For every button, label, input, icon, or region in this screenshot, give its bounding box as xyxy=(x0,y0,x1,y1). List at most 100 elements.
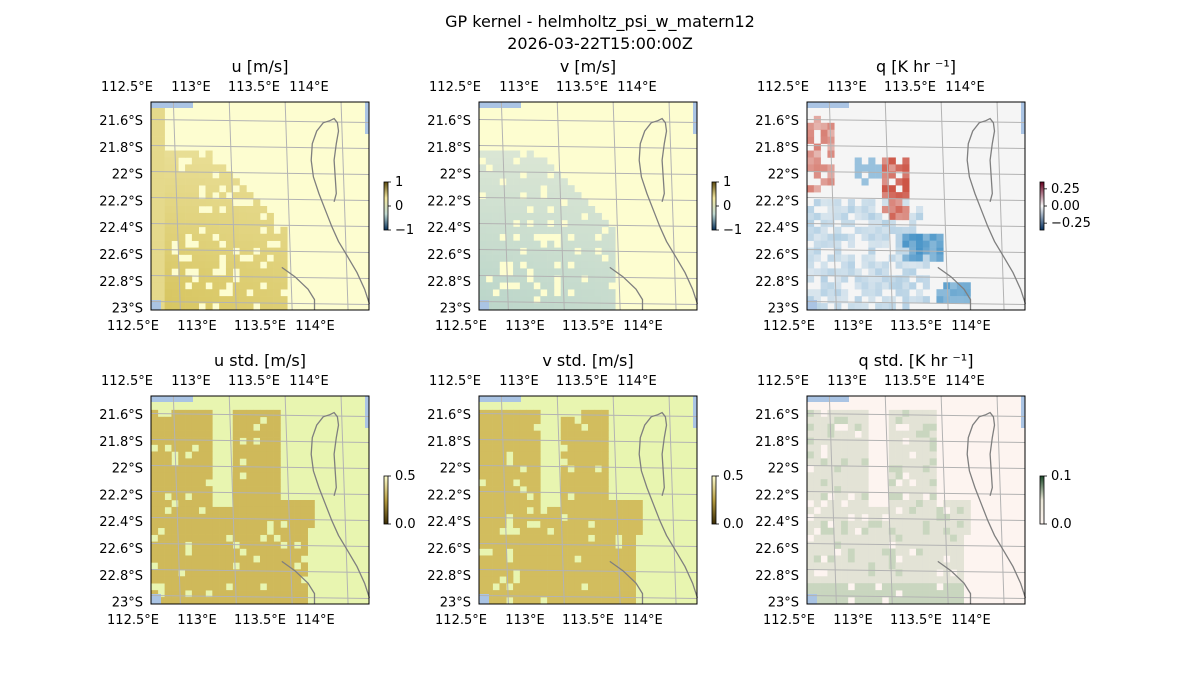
field-cell xyxy=(225,303,234,311)
field-cell xyxy=(533,206,541,214)
field-cell xyxy=(164,261,172,269)
field-cell xyxy=(560,506,568,515)
field-cell xyxy=(909,569,917,577)
field-cell xyxy=(888,185,896,193)
field-cell xyxy=(499,226,507,235)
field-cell xyxy=(936,597,944,605)
field-cell xyxy=(847,555,855,563)
field-cell xyxy=(485,583,493,591)
field-cell xyxy=(205,247,213,255)
field-cell xyxy=(861,548,869,556)
field-cell xyxy=(526,282,534,290)
field-cell xyxy=(191,576,199,584)
field-cell xyxy=(807,129,815,137)
field-cell xyxy=(151,472,159,480)
field-cell xyxy=(820,548,828,556)
meridian-line xyxy=(828,395,837,605)
field-cell xyxy=(287,513,295,522)
field-cell xyxy=(594,219,602,228)
field-cell xyxy=(171,261,179,269)
field-cell xyxy=(499,303,507,311)
parallel-line xyxy=(150,223,370,227)
field-cell xyxy=(847,576,855,584)
field-cell xyxy=(881,171,890,179)
field-cell xyxy=(212,520,220,529)
field-cell xyxy=(198,157,206,165)
field-cell xyxy=(273,444,281,452)
field-cell xyxy=(526,247,534,255)
field-cell xyxy=(492,254,500,262)
field-cell xyxy=(171,465,179,473)
field-cell xyxy=(191,486,199,494)
field-cell xyxy=(485,206,493,214)
field-cell xyxy=(164,206,172,214)
field-cell xyxy=(574,520,582,529)
field-cell xyxy=(547,282,555,290)
field-cell xyxy=(205,458,213,466)
field-cell xyxy=(581,268,589,276)
field-cell xyxy=(239,409,247,418)
field-cell xyxy=(519,534,527,542)
field-cell xyxy=(479,423,487,431)
field-cell xyxy=(157,444,165,452)
field-cell xyxy=(841,569,849,577)
field-cell xyxy=(594,583,602,591)
field-cell xyxy=(171,171,179,179)
field-cell xyxy=(936,590,944,598)
field-cell xyxy=(519,199,527,207)
field-cell xyxy=(916,576,924,584)
field-cell xyxy=(895,282,903,290)
lon-tick-top: 113.5°E xyxy=(556,374,608,389)
field-cell xyxy=(239,576,247,584)
field-cell xyxy=(841,233,849,241)
field-cell xyxy=(479,226,487,235)
colorbar-tick-label: 1 xyxy=(395,175,403,190)
field-cell xyxy=(574,451,582,459)
field-cell xyxy=(164,199,172,207)
field-cell xyxy=(567,500,575,508)
field-cell xyxy=(581,548,589,556)
field-cell xyxy=(533,527,541,535)
field-cell xyxy=(225,254,234,262)
field-cell xyxy=(178,233,186,241)
field-cell xyxy=(239,192,247,200)
field-cell xyxy=(560,569,568,577)
field-cell xyxy=(266,555,274,563)
field-cell xyxy=(601,409,609,418)
field-cell xyxy=(519,416,527,425)
field-cell xyxy=(834,268,842,276)
field-cell xyxy=(198,164,206,172)
meridian-line xyxy=(228,101,237,311)
field-cell xyxy=(827,541,835,549)
field-cell xyxy=(841,548,849,556)
field-cell xyxy=(601,423,609,431)
field-cell xyxy=(185,506,193,515)
field-cell xyxy=(485,185,493,193)
field-cell xyxy=(205,520,213,529)
field-cell xyxy=(888,562,896,570)
field-cell xyxy=(902,430,910,438)
field-cell xyxy=(922,520,930,529)
field-cell xyxy=(820,534,828,542)
field-cell xyxy=(164,465,172,473)
field-cell xyxy=(164,534,172,542)
field-cell xyxy=(820,303,828,311)
field-cell xyxy=(888,583,896,591)
field-cell xyxy=(567,423,575,431)
colorbar xyxy=(711,181,717,231)
field-cell xyxy=(151,590,159,598)
field-cell xyxy=(205,233,213,241)
field-cell xyxy=(506,562,514,570)
field-cell xyxy=(560,430,568,438)
field-cell xyxy=(225,268,234,276)
field-cell xyxy=(601,569,609,577)
field-cell xyxy=(499,541,507,549)
field-cell xyxy=(875,261,883,269)
field-cell xyxy=(622,597,630,605)
field-cell xyxy=(841,444,849,452)
field-cell xyxy=(526,430,534,438)
field-cell xyxy=(533,486,541,494)
field-cell xyxy=(560,548,568,556)
field-cell xyxy=(479,506,487,515)
field-cell xyxy=(239,562,247,570)
